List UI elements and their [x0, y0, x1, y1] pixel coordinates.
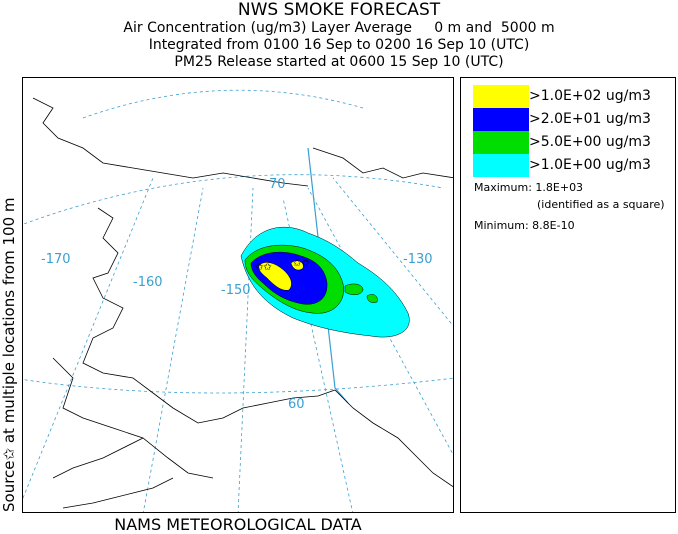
legend-label: >5.0E+00 ug/m3	[529, 134, 651, 150]
latitude-line-80	[82, 89, 364, 119]
latitude-line-60	[23, 377, 453, 394]
map-panel: ✩✩ ✩✩ -170 -160 -150 -130 70 60	[22, 77, 454, 513]
plume-contour-4	[258, 262, 292, 291]
subtitle-concentration: Air Concentration (ug/m3) Layer Average …	[123, 20, 555, 36]
alaska-coastline	[32, 97, 453, 488]
meridian-120	[332, 177, 453, 327]
plume-contour-4b	[290, 260, 304, 271]
source-marker: ✩✩	[255, 262, 272, 273]
grid-label-150: -150	[221, 283, 251, 298]
legend-label: >1.0E+00 ug/m3	[529, 157, 651, 173]
legend-label: >2.0E+01 ug/m3	[529, 111, 651, 127]
plume-contour-2c	[366, 294, 378, 303]
subtitle-integration: Integrated from 0100 16 Sep to 0200 16 S…	[148, 37, 530, 53]
legend-maximum-note: (identified as a square)	[537, 198, 665, 211]
canada-coastline	[312, 147, 453, 179]
legend-entry: >5.0E+00 ug/m3	[473, 131, 673, 154]
legend-entry: >1.0E+02 ug/m3	[473, 85, 673, 108]
legend-swatch-cyan	[473, 154, 529, 177]
meridian-160	[142, 187, 204, 512]
grid-label-170: -170	[41, 252, 71, 267]
meridian-150	[237, 187, 254, 512]
source-marker: ✩✩	[293, 258, 310, 269]
legend-entry: >1.0E+00 ug/m3	[473, 154, 673, 177]
legend-minimum: Minimum: 8.8E-10	[474, 219, 575, 232]
grid-label-70: 70	[269, 177, 286, 192]
legend-swatch-yellow	[473, 85, 529, 108]
legend-maximum: Maximum: 1.8E+03	[474, 181, 584, 194]
aleutian-islands	[62, 477, 174, 509]
plume-contour-2b	[344, 283, 364, 295]
grid-label-60: 60	[288, 397, 305, 412]
legend-panel: >1.0E+02 ug/m3 >2.0E+01 ug/m3 >5.0E+00 u…	[460, 77, 676, 513]
legend-swatch-blue	[473, 108, 529, 131]
map-title: NWS SMOKE FORECAST	[237, 0, 441, 20]
source-label: Source✩ at multiple locations from 100 m	[0, 197, 18, 512]
subtitle-release: PM25 Release started at 0600 15 Sep 10 (…	[174, 54, 504, 70]
grid-label-160: -160	[133, 275, 163, 290]
legend-label: >1.0E+02 ug/m3	[529, 88, 651, 104]
map-svg: ✩✩ ✩✩ -170 -160 -150 -130 70 60	[23, 89, 453, 512]
legend-swatch-green	[473, 131, 529, 154]
latitude-line-70	[23, 174, 444, 225]
data-source-label: NAMS METEOROLOGICAL DATA	[114, 515, 362, 534]
meridian-170	[23, 177, 154, 499]
us-canada-border	[307, 147, 349, 404]
legend-entry: >2.0E+01 ug/m3	[473, 108, 673, 131]
grid-label-130: -130	[403, 252, 433, 267]
